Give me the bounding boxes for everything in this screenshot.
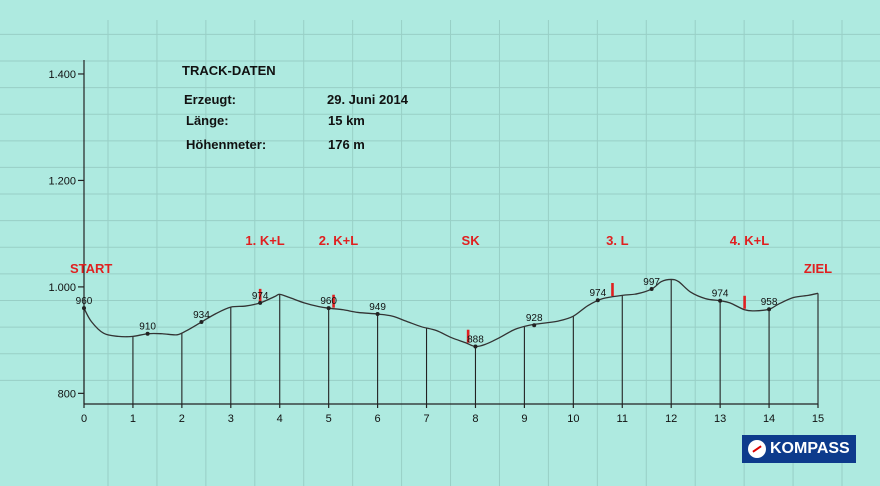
elevation-point: [767, 307, 772, 312]
x-tick-label: 8: [472, 413, 478, 425]
x-tick-label: 5: [326, 413, 332, 425]
station-labels: START 1. K+L 2. K+L SK 3. L 4. K+L ZIEL: [70, 233, 832, 276]
elevation-point-labels: 960 910 934 974 960 949 888 928 974 997 974 958: [76, 277, 778, 349]
elevation-point: [595, 298, 600, 303]
elevation-point: [199, 320, 204, 325]
x-tick-label: 12: [665, 413, 677, 425]
station-label: 2. K+L: [319, 233, 358, 248]
y-tick-label: 1.400: [48, 69, 76, 81]
x-tick-labels: 0 1 2 3 4 5 6 7 8 9 10 11 12 13 14 15: [81, 404, 824, 425]
x-tick-label: 6: [375, 413, 381, 425]
x-tick-label: 1: [130, 413, 136, 425]
x-tick-label: 9: [521, 413, 527, 425]
x-tick-label: 13: [714, 413, 726, 425]
station-label: START: [70, 261, 112, 276]
track-info-panel: TRACK-DATEN Erzeugt: 29. Juni 2014 Länge…: [182, 63, 409, 152]
elevation-point: [258, 300, 263, 305]
track-info-elevation-label: Höhenmeter:: [186, 137, 266, 152]
track-info-created-value: 29. Juni 2014: [327, 92, 409, 107]
elevation-point-label: 934: [193, 310, 210, 321]
elevation-point: [473, 344, 478, 349]
x-tick-label: 4: [277, 413, 283, 425]
x-tick-label: 2: [179, 413, 185, 425]
elevation-point: [718, 298, 723, 303]
elevation-point: [145, 331, 150, 336]
track-info-elevation-value: 176 m: [328, 137, 365, 152]
axes: [83, 60, 818, 405]
elevation-point-label: 958: [761, 297, 778, 308]
station-label: 4. K+L: [730, 233, 769, 248]
elevation-point-label: 949: [369, 302, 386, 313]
elevation-point: [82, 306, 86, 311]
y-tick-labels: 800 1.000 1.200 1.400: [48, 69, 84, 400]
track-info-length-value: 15 km: [328, 113, 365, 128]
x-tick-label: 7: [423, 413, 429, 425]
track-info-title: TRACK-DATEN: [182, 63, 276, 78]
elevation-point-label: 910: [139, 322, 156, 333]
elevation-point: [649, 287, 654, 292]
logo-text: KOMPASS: [770, 440, 850, 457]
x-tick-label: 11: [617, 413, 628, 425]
track-info-length-label: Länge:: [186, 113, 229, 128]
elevation-point-label: 888: [467, 335, 484, 346]
elevation-point-label: 974: [589, 288, 606, 299]
station-markers: [258, 283, 746, 343]
compass-icon: [748, 440, 766, 458]
grid: [0, 20, 880, 486]
elevation-point-label: 960: [76, 296, 93, 307]
x-tick-label: 3: [228, 413, 234, 425]
elevation-point-label: 997: [643, 277, 660, 288]
station-label: SK: [462, 233, 481, 248]
station-label: ZIEL: [804, 261, 832, 276]
elevation-point-label: 974: [252, 291, 269, 302]
elevation-point: [375, 312, 380, 317]
elevation-point-label: 928: [526, 313, 543, 324]
y-tick-label: 800: [58, 388, 76, 400]
elevation-point: [532, 323, 537, 328]
elevation-point: [326, 306, 331, 311]
x-tick-label: 14: [763, 413, 775, 425]
x-tick-label: 10: [567, 413, 579, 425]
x-tick-label: 15: [812, 413, 824, 425]
elevation-point-label: 960: [320, 296, 337, 307]
elevation-point-label: 974: [712, 289, 729, 300]
x-tick-label: 0: [81, 413, 87, 425]
station-label: 3. L: [606, 233, 628, 248]
y-tick-label: 1.000: [48, 282, 76, 294]
track-info-created-label: Erzeugt:: [184, 92, 236, 107]
kompass-logo: KOMPASS: [742, 435, 856, 463]
station-label: 1. K+L: [245, 233, 284, 248]
y-tick-label: 1.200: [48, 175, 76, 187]
